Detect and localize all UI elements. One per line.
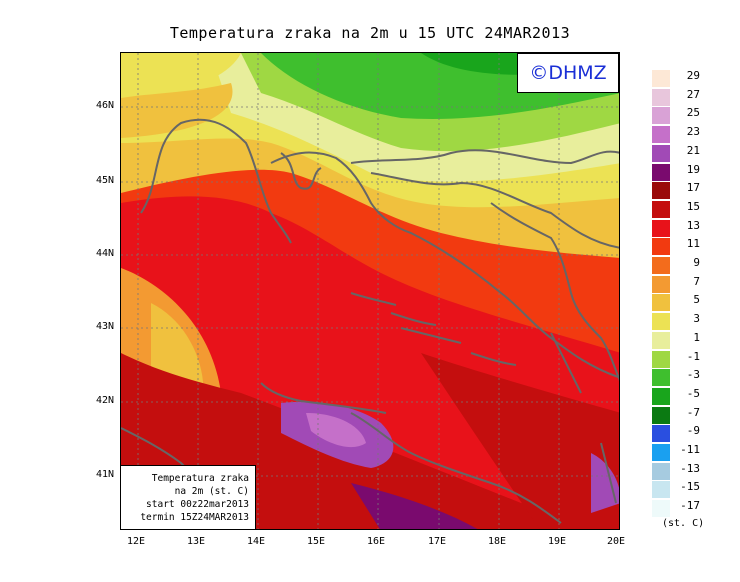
info-line-3: start 00z22mar2013 <box>146 499 249 510</box>
legend-label: 11 <box>686 237 700 251</box>
info-line-2: na 2m (st. C) <box>174 486 249 497</box>
legend-unit: (st. C) <box>662 518 705 529</box>
info-line-1: Temperatura zraka <box>151 473 249 484</box>
legend-label: 3 <box>693 312 700 326</box>
lon-tick-14e: 14E <box>247 536 266 547</box>
info-box: Temperatura zraka na 2m (st. C) start 00… <box>121 465 256 529</box>
lon-tick-18e: 18E <box>488 536 507 547</box>
legend-label: -9 <box>686 424 700 438</box>
temperature-map: ©DHMZ Temperatura zraka na 2m (st. C) st… <box>120 52 620 530</box>
lat-tick-44n: 44N <box>96 248 115 259</box>
legend-label: 7 <box>693 274 700 288</box>
legend-label: 19 <box>686 162 700 176</box>
legend-swatch <box>652 444 670 461</box>
legend-label: -11 <box>680 443 700 456</box>
legend-swatch <box>652 500 670 518</box>
lat-tick-41n: 41N <box>96 469 115 480</box>
legend-swatch <box>652 462 670 480</box>
legend-swatch <box>652 294 670 312</box>
legend-label: 13 <box>686 218 700 232</box>
legend-swatch <box>652 88 670 106</box>
lon-tick-12e: 12E <box>127 536 146 547</box>
legend-swatch <box>652 406 670 424</box>
legend-swatch <box>652 163 670 181</box>
legend-label: 29 <box>686 69 700 82</box>
lat-tick-45n: 45N <box>96 175 115 186</box>
legend-swatch <box>652 425 670 443</box>
legend-label: 23 <box>686 125 700 139</box>
legend-label: -7 <box>686 405 700 419</box>
lon-tick-15e: 15E <box>307 536 326 547</box>
lat-tick-42n: 42N <box>96 395 115 406</box>
legend-swatch <box>652 200 670 218</box>
legend-swatch <box>652 238 670 256</box>
lon-tick-20e: 20E <box>607 536 626 547</box>
legend-swatch <box>652 219 670 237</box>
legend-swatch <box>652 182 670 200</box>
legend-label: -5 <box>686 386 700 400</box>
legend-label: 15 <box>686 199 700 213</box>
legend-swatch <box>652 369 670 387</box>
legend-label: 9 <box>693 256 700 269</box>
legend-swatch <box>652 126 670 144</box>
legend-label: -17 <box>680 499 700 513</box>
legend-swatch <box>652 275 670 293</box>
lon-tick-13e: 13E <box>187 536 206 547</box>
copyright-badge: ©DHMZ <box>517 53 619 93</box>
legend-label: 17 <box>686 181 700 195</box>
legend-label: -13 <box>680 461 700 475</box>
legend-label: -15 <box>680 480 700 494</box>
legend-label: 27 <box>686 87 700 101</box>
legend-label: 5 <box>693 293 700 307</box>
lon-tick-16e: 16E <box>367 536 386 547</box>
legend-swatch <box>652 144 670 162</box>
lon-tick-19e: 19E <box>548 536 567 547</box>
legend-swatch <box>652 387 670 405</box>
temperature-field <box>121 53 619 529</box>
info-line-4: termin 15Z24MAR2013 <box>140 512 249 523</box>
legend-label: -1 <box>686 349 700 363</box>
lat-tick-46n: 46N <box>96 100 115 111</box>
legend-label: 25 <box>686 106 700 120</box>
legend-swatch <box>652 481 670 499</box>
legend-label: -3 <box>686 368 700 382</box>
legend-swatch <box>652 107 670 125</box>
legend-swatch <box>652 70 670 87</box>
lon-tick-17e: 17E <box>428 536 447 547</box>
legend-label: 1 <box>693 330 700 344</box>
legend-swatch <box>652 313 670 331</box>
legend-swatch <box>652 350 670 368</box>
legend-label: 21 <box>686 143 700 157</box>
legend-swatch <box>652 331 670 349</box>
map-title: Temperatura zraka na 2m u 15 UTC 24MAR20… <box>169 24 571 42</box>
legend-swatch <box>652 257 670 274</box>
lat-tick-43n: 43N <box>96 321 115 332</box>
